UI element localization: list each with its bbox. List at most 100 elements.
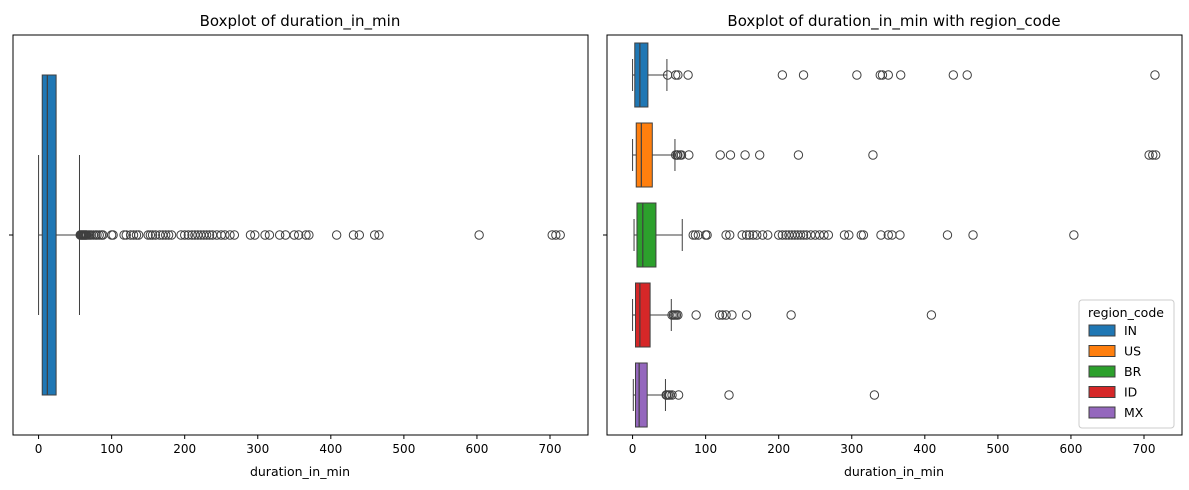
- right-plot-marks: 0 100 200 300 400 500 600 700: [603, 42, 1161, 456]
- left-box-all-outlier-33: [161, 230, 171, 240]
- right-box-br-outlier-21: [795, 230, 806, 240]
- right-box-br-outlier-29: [839, 230, 850, 240]
- right-box-us-outlier-9: [755, 150, 765, 160]
- right-box-in-outlier-6: [852, 70, 862, 80]
- right-box-id-outlier-10: [741, 310, 752, 320]
- legend-swatch-br: [1088, 365, 1116, 378]
- legend-label-us: US: [1124, 344, 1141, 359]
- right-box-br-outlier-38: [968, 230, 978, 240]
- right-box-us-outlier-10: [793, 150, 804, 160]
- right-x-tick-label-700: 700: [1133, 442, 1156, 456]
- right-box-br-outlier-14: [773, 230, 784, 240]
- left-box-all-outlier-28: [145, 230, 156, 240]
- right-boxplot-panel: Boxplot of duration_in_min with region_c…: [603, 12, 1183, 479]
- right-box-in-outlier-4: [777, 70, 788, 80]
- right-box-br-outlier-15: [777, 230, 788, 240]
- right-box-id-outlier-8: [721, 310, 731, 320]
- right-box-mx-iqr-box: [634, 362, 648, 428]
- right-box-in-outlier-5: [798, 70, 809, 80]
- left-box-all-outlier-50: [225, 230, 235, 240]
- legend-label-br: BR: [1124, 364, 1142, 379]
- right-box-id-outlier-7: [717, 310, 728, 320]
- right-box-br-outlier-37: [942, 230, 953, 240]
- left-box-all-outlier-57: [280, 230, 291, 240]
- right-box-id-outlier-5: [691, 310, 701, 320]
- left-x-tick-label-700: 700: [539, 442, 562, 456]
- left-box-all-outlier-51: [229, 230, 240, 240]
- right-box-in-outlier-9: [883, 70, 893, 80]
- left-box-all-outlier-29: [147, 230, 158, 240]
- right-box-in-outlier-2: [673, 70, 683, 80]
- left-box-all-outlier-65: [369, 230, 380, 240]
- right-box-br-outlier-1: [690, 230, 701, 240]
- left-box-all-outlier-62: [331, 230, 342, 240]
- right-box-br-outlier-34: [883, 230, 893, 240]
- right-x-tick-label-0: 0: [629, 442, 637, 456]
- right-box-br-outlier-0: [688, 230, 698, 240]
- legend: region_code IN US BR ID MX: [1078, 299, 1175, 429]
- right-box-in-outlier-11: [948, 70, 959, 80]
- left-box-all-iqr-box: [41, 74, 57, 396]
- left-box-all-outlier-67: [474, 230, 484, 240]
- left-boxplot-panel: Boxplot of duration_in_min duration_in_m…: [9, 12, 589, 479]
- legend-swatch-us: [1088, 345, 1116, 357]
- right-box-mx-outlier-6: [724, 390, 734, 400]
- left-box-all-outlier-53: [250, 230, 260, 240]
- right-box-br-iqr-box: [636, 202, 657, 268]
- right-box-br-outlier-33: [876, 230, 886, 240]
- right-box-us-outlier-7: [725, 150, 736, 160]
- right-x-tick-label-100: 100: [694, 442, 717, 456]
- right-box-br-outlier-7: [737, 230, 747, 240]
- right-box-in-outlier-8: [877, 70, 888, 80]
- right-box-us-outlier-14: [1150, 150, 1161, 160]
- left-box-all-outlier-25: [131, 230, 142, 240]
- legend-swatch-id: [1088, 386, 1116, 398]
- left-x-tick-label-500: 500: [392, 442, 415, 456]
- right-box-mx-outlier-4: [667, 390, 677, 400]
- right-box-us-outlier-8: [740, 150, 750, 160]
- right-x-tick-label-600: 600: [1059, 442, 1082, 456]
- left-box-all-outlier-36: [176, 230, 186, 240]
- right-box-br-outlier-30: [844, 230, 854, 240]
- right-box-us-outlier-6: [715, 150, 725, 160]
- right-x-tick-label-500: 500: [986, 442, 1009, 456]
- left-box-all-outlier-54: [260, 230, 270, 240]
- right-box-br-outlier-39: [1069, 230, 1079, 240]
- right-x-tick-label-300: 300: [840, 442, 863, 456]
- right-box-id-outlier-12: [926, 310, 937, 320]
- right-box-id-outlier-4: [673, 310, 683, 320]
- right-box-br-outlier-11: [752, 230, 762, 240]
- right-box-br-outlier-27: [819, 230, 829, 240]
- left-box-all-outlier-35: [166, 230, 177, 240]
- left-x-tick-label-300: 300: [246, 442, 269, 456]
- left-box-all-outlier-44: [201, 230, 212, 240]
- right-x-axis-label: duration_in_min: [844, 464, 944, 479]
- right-box-us-outlier-12: [1144, 150, 1154, 160]
- left-box-all-outlier-61: [304, 230, 314, 240]
- legend-label-mx: MX: [1124, 405, 1144, 420]
- right-box-br-outlier-12: [757, 230, 768, 240]
- left-box-all-outlier-15: [92, 230, 102, 240]
- left-box-all-outlier-16: [94, 230, 104, 240]
- right-box-mx-outlier-7: [869, 390, 880, 400]
- right-box-id-outlier-6: [714, 310, 725, 320]
- left-box-all-outlier-37: [179, 230, 190, 240]
- left-box-all-outlier-63: [348, 230, 359, 240]
- right-plot-frame: [606, 34, 1183, 436]
- right-box-us-outlier-4: [676, 150, 687, 160]
- left-x-tick-label-100: 100: [100, 442, 123, 456]
- left-plot-frame: [12, 34, 589, 436]
- right-box-br-outlier-32: [858, 230, 869, 240]
- left-x-tick-label-400: 400: [319, 442, 342, 456]
- right-box-br-outlier-4: [702, 230, 712, 240]
- right-box-id-outlier-11: [786, 310, 796, 320]
- right-box-us-outlier-2: [673, 150, 683, 160]
- left-box-all-outlier-26: [133, 230, 144, 240]
- left-box-all-outlier-66: [374, 230, 384, 240]
- left-box-all-outlier-59: [293, 230, 304, 240]
- right-box-br-outlier-9: [744, 230, 755, 240]
- left-box-all-outlier-27: [143, 230, 153, 240]
- left-box-all-outlier-60: [301, 230, 311, 240]
- left-chart-title: Boxplot of duration_in_min: [200, 12, 401, 31]
